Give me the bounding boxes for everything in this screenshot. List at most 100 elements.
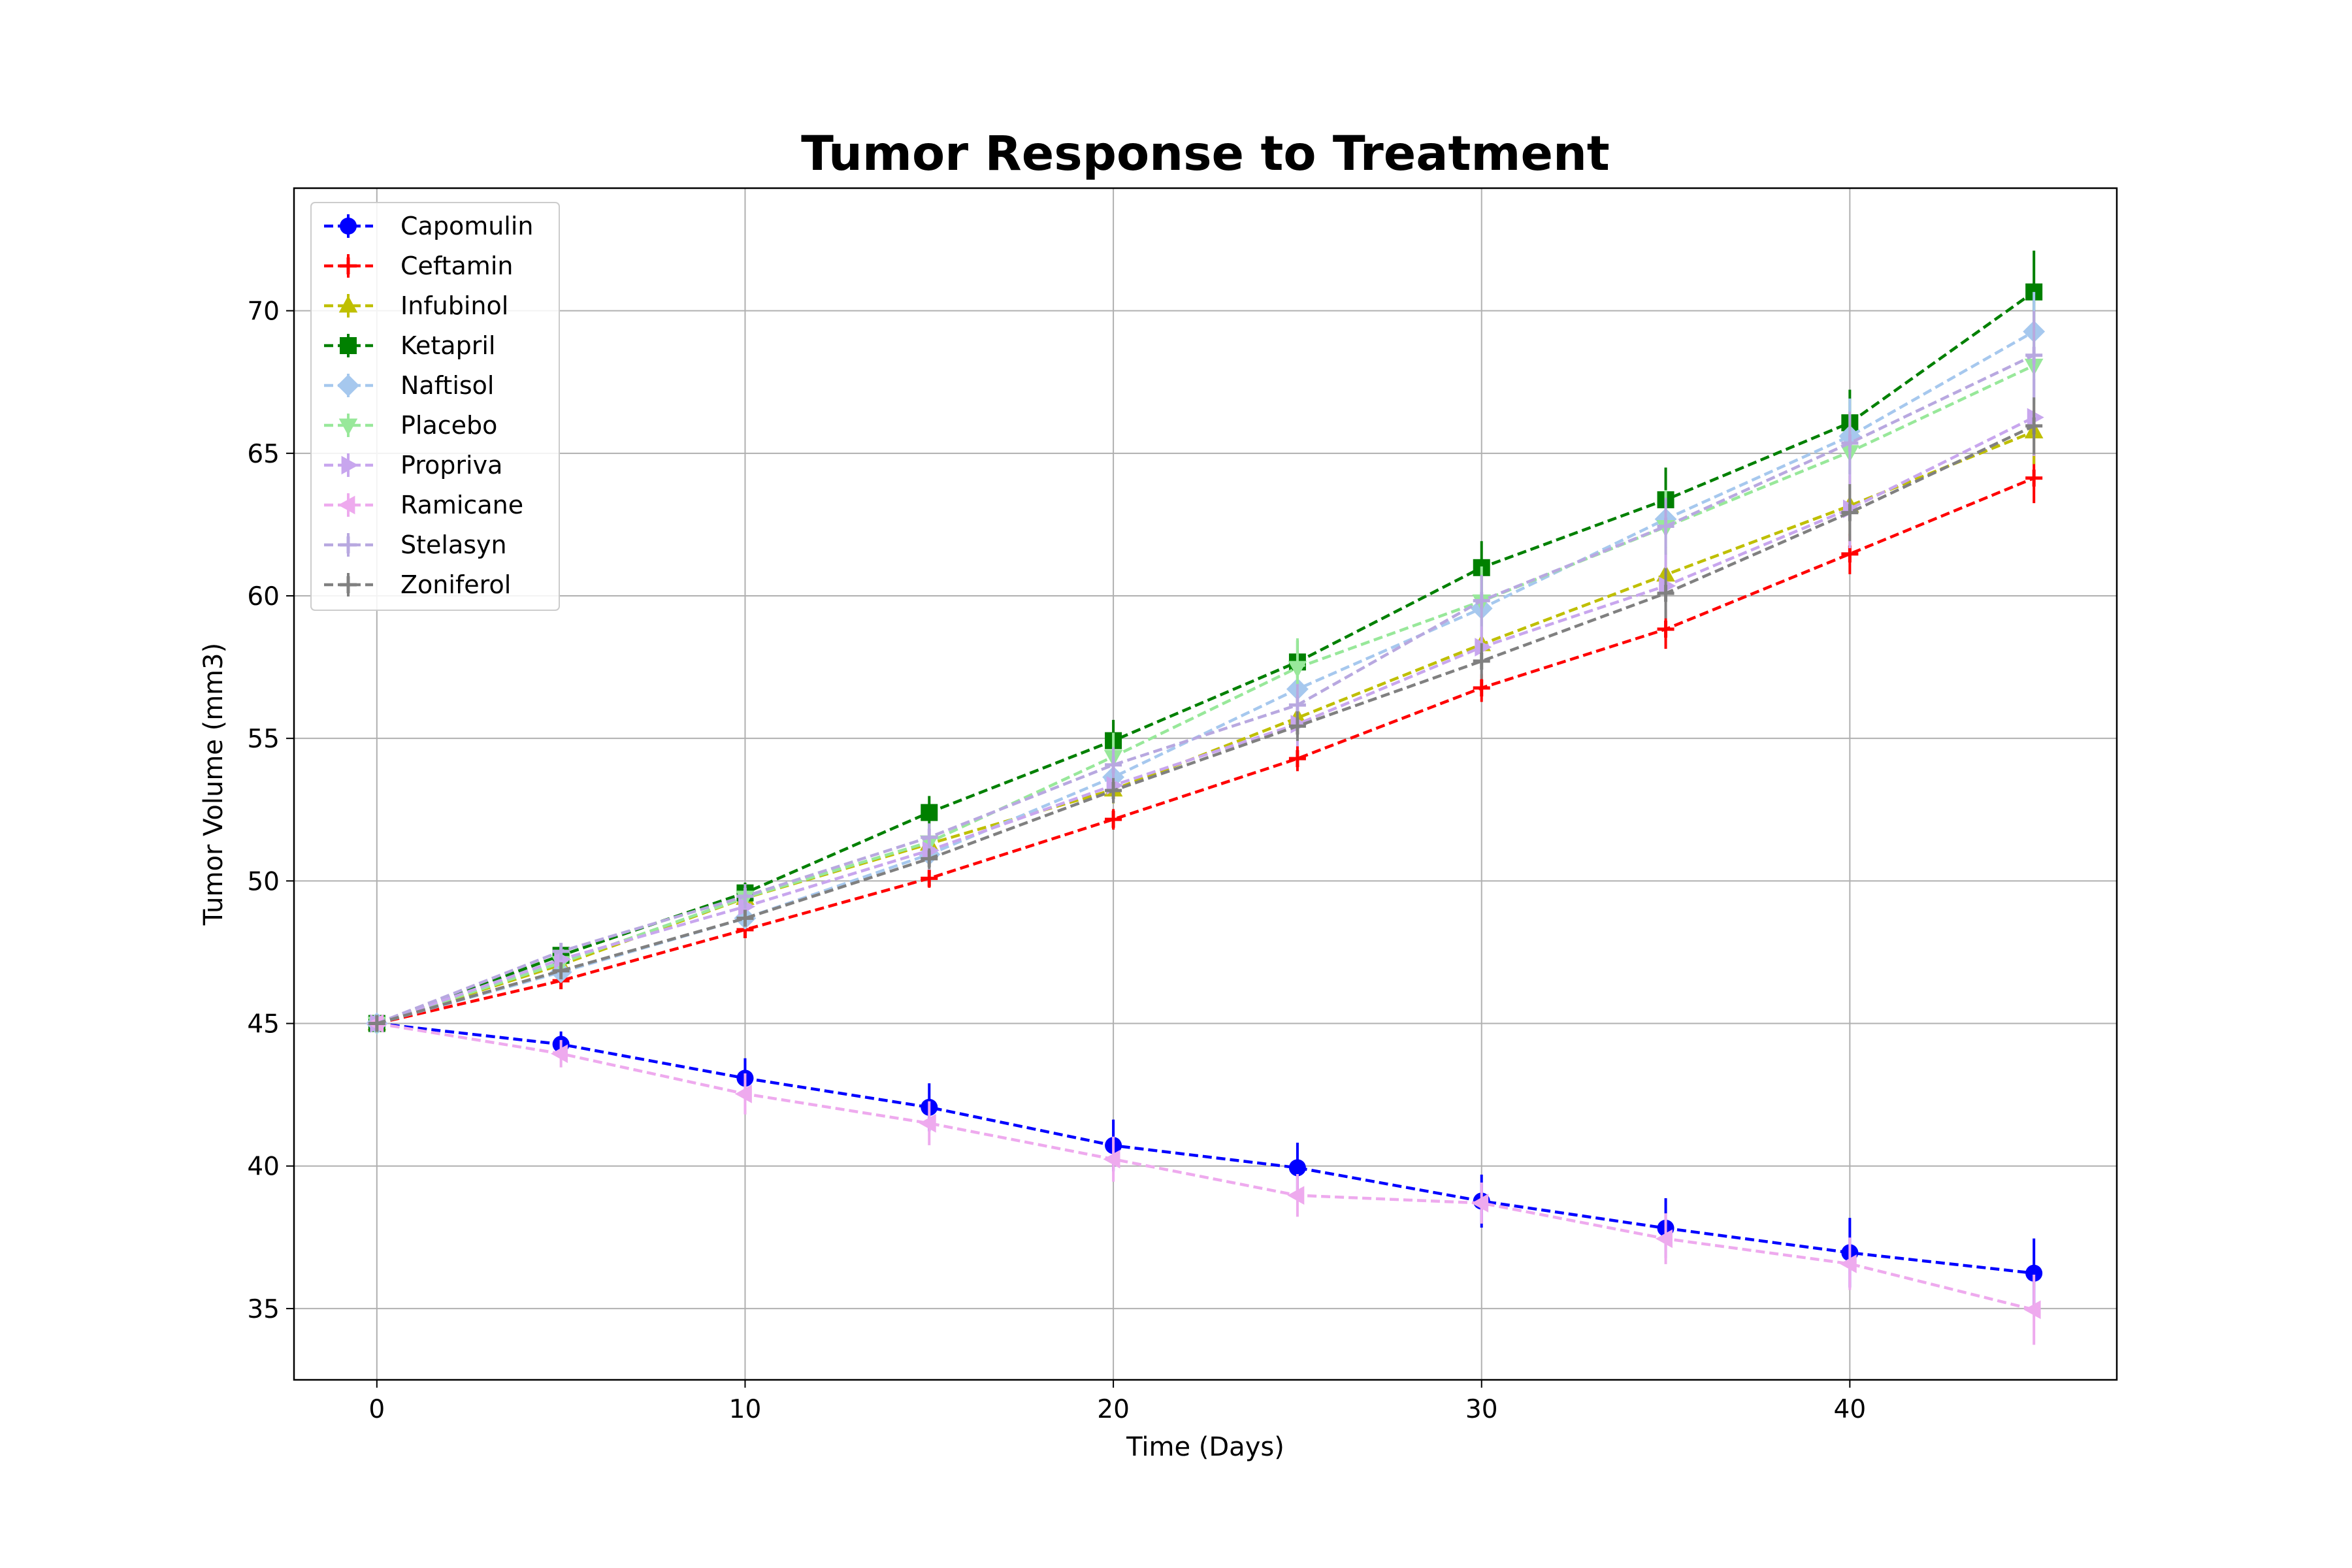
data-point	[340, 337, 357, 354]
legend: Capomulin Ceftamin Infubinol Ketapril Naftis…	[310, 202, 560, 611]
chart-title: Tumor Response to Treatment	[801, 126, 1610, 182]
data-point	[1288, 717, 1306, 735]
data-point	[1471, 1194, 1489, 1213]
data-point	[340, 576, 357, 593]
y-tick-label: 55	[247, 725, 280, 754]
legend-label: Ramicane	[400, 491, 523, 519]
data-point	[922, 841, 939, 860]
legend-label: Zoniferol	[400, 570, 511, 599]
series-line	[376, 364, 2035, 1025]
legend-item-naftisol: Naftisol	[324, 371, 494, 400]
data-point	[1105, 811, 1122, 828]
plot-frame	[293, 187, 2118, 1381]
data-point	[1655, 1229, 1673, 1249]
data-point	[1287, 1186, 1305, 1205]
data-point	[1473, 679, 1490, 696]
data-point	[1841, 434, 1859, 452]
legend-item-ceftamin: Ceftamin	[324, 252, 513, 280]
data-point	[921, 870, 938, 887]
data-point	[2027, 408, 2044, 427]
legend-label: Naftisol	[400, 371, 494, 400]
y-tick-label: 35	[247, 1295, 280, 1324]
data-point	[921, 828, 938, 846]
data-point	[337, 374, 359, 397]
data-point	[738, 897, 756, 916]
data-point	[338, 418, 358, 436]
data-point	[338, 295, 358, 313]
data-point	[921, 804, 938, 821]
y-tick-label: 70	[247, 297, 280, 327]
data-point	[1475, 638, 1492, 657]
data-point	[551, 1044, 568, 1064]
x-tick-label: 20	[1097, 1395, 1130, 1424]
series-line	[376, 1022, 2034, 1275]
series-zoniferol	[368, 397, 2043, 1032]
series-line	[376, 330, 2035, 1025]
data-point	[341, 455, 359, 475]
series-line	[376, 353, 2035, 1025]
y-tick-label: 60	[247, 582, 280, 612]
data-point	[552, 962, 570, 979]
legend-item-placebo: Placebo	[324, 411, 497, 440]
data-point	[2025, 417, 2043, 434]
data-point	[1657, 621, 1674, 638]
legend-item-stelasyn: Stelasyn	[324, 531, 507, 559]
series-line	[376, 476, 2035, 1025]
legend-label: Placebo	[400, 411, 497, 440]
data-point	[1290, 715, 1308, 734]
data-point	[1841, 545, 1859, 563]
data-point	[736, 887, 754, 905]
y-tick-label: 45	[247, 1010, 280, 1039]
y-tick-label: 50	[247, 867, 280, 896]
data-point	[2025, 469, 2043, 487]
legend-item-ketapril: Ketapril	[324, 331, 495, 360]
data-point	[1105, 756, 1122, 774]
legend-item-ramicane: Ramicane	[324, 491, 523, 519]
data-point	[1841, 504, 1859, 521]
data-point	[1288, 750, 1306, 768]
data-point	[338, 495, 355, 515]
legend-label: Infubinol	[400, 291, 508, 320]
legend-label: Ceftamin	[400, 252, 513, 280]
data-point	[1659, 576, 1676, 596]
legend-item-zoniferol: Zoniferol	[324, 570, 511, 599]
data-point	[1103, 1149, 1120, 1169]
y-tick-label: 65	[247, 440, 280, 469]
series-line	[376, 1022, 2034, 1311]
data-point	[921, 850, 938, 868]
data-point	[554, 950, 572, 969]
data-point	[1657, 517, 1674, 535]
data-point	[2025, 346, 2043, 364]
data-point	[1288, 1159, 1306, 1177]
x-tick-label: 30	[1465, 1395, 1498, 1424]
x-tick-label: 10	[729, 1395, 762, 1424]
legend-label: Stelasyn	[400, 531, 507, 559]
x-tick-label: 40	[1834, 1395, 1867, 1424]
x-axis-label: Time (Days)	[1126, 1432, 1284, 1462]
data-point	[368, 1015, 385, 1032]
data-point	[1288, 661, 1307, 678]
data-point	[2023, 1300, 2041, 1319]
data-point	[1657, 585, 1674, 602]
data-point	[1473, 652, 1490, 670]
legend-item-propriva: Propriva	[324, 451, 502, 480]
series-layer	[365, 250, 2046, 1345]
x-tick-label: 0	[368, 1395, 385, 1424]
series-ramicane	[367, 1014, 2041, 1345]
legend-item-capomulin: Capomulin	[324, 212, 534, 240]
data-point	[340, 536, 357, 553]
data-point	[734, 1085, 752, 1103]
data-point	[340, 218, 357, 235]
y-tick-label: 40	[247, 1152, 280, 1182]
series-line	[376, 416, 2035, 1025]
data-point	[919, 1113, 936, 1133]
axis-ticks: 0 10 20 30 40 35 40 45 50 55 60 65 70	[247, 297, 1866, 1424]
series-line	[376, 424, 2035, 1025]
data-point	[1288, 696, 1306, 714]
data-point	[552, 943, 570, 960]
data-point	[1473, 592, 1490, 610]
data-point	[736, 909, 754, 927]
data-point	[1105, 782, 1122, 800]
legend-label: Ketapril	[400, 331, 495, 360]
y-axis-label: Tumor Volume (mm3)	[199, 643, 229, 926]
